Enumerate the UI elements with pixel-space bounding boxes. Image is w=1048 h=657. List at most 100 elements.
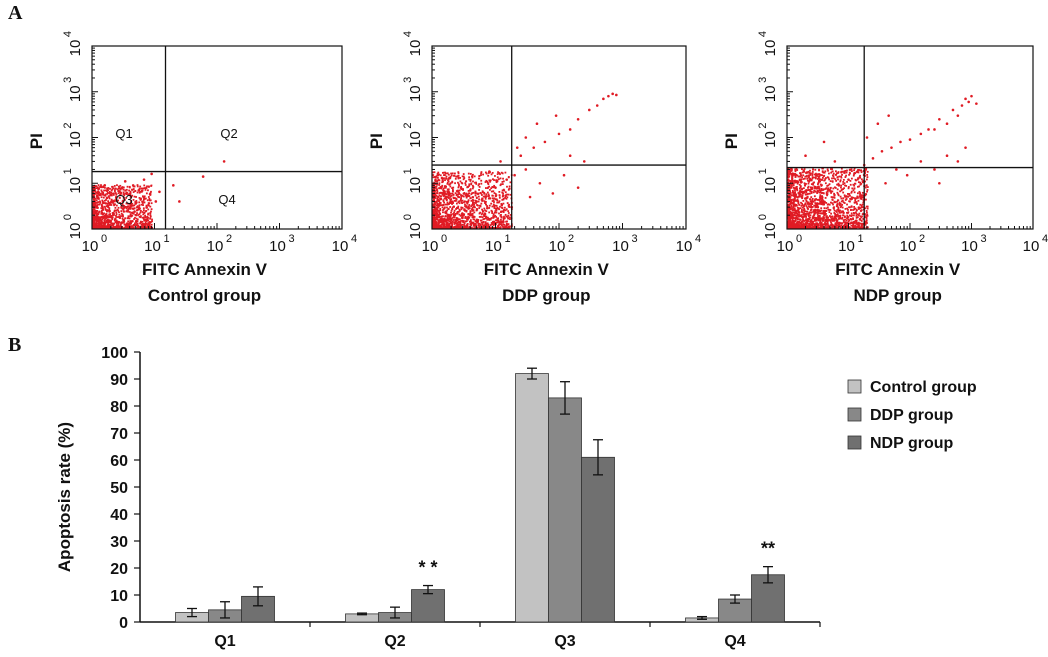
significance-marker: ** [761, 539, 775, 559]
x-axis-label: FITC Annexin V [484, 260, 610, 279]
bar-y-tick-label: 90 [110, 372, 128, 389]
y-tick-label-exponent: 2 [402, 122, 414, 128]
legend-swatch [847, 435, 862, 450]
x-tick-label: 10 [1023, 238, 1040, 255]
x-tick-label: 10 [485, 238, 502, 255]
scatter-point [576, 186, 580, 189]
legend-swatch [847, 379, 862, 394]
scatter-point [865, 136, 869, 139]
bar-y-tick-label: 80 [110, 399, 128, 416]
bar-y-tick-label: 60 [110, 453, 128, 470]
x-tick-label-exponent: 3 [980, 233, 986, 245]
y-tick-label-group: 10 0 [757, 214, 779, 239]
y-tick-label-group: 103 [62, 77, 84, 102]
y-tick-label-group: 10 0 [402, 214, 424, 239]
bar-y-tick-label: 100 [101, 345, 128, 362]
scatter-point [494, 186, 497, 189]
scatter-point [587, 108, 591, 112]
y-axis-label: PI [722, 133, 741, 149]
quadrant-label: Q4 [218, 192, 235, 207]
scatter-point [847, 178, 850, 181]
y-tick-label: 10 [762, 131, 779, 148]
x-tick-label: 10 [612, 238, 629, 255]
y-tick-label-group: 10 4 [757, 31, 779, 56]
scatter-point [568, 154, 572, 158]
y-tick-label-group: 10 2 [757, 122, 779, 147]
x-axis-label: FITC Annexin V [142, 260, 268, 279]
x-tick-label: 10 [207, 238, 224, 255]
scatter-point [441, 219, 445, 223]
scatter-point [964, 146, 967, 149]
bar [515, 373, 549, 623]
scatter-point [475, 200, 478, 203]
scatter-point [602, 97, 605, 101]
x-tick-label-exponent: 4 [1042, 233, 1048, 245]
scatter-point [899, 140, 902, 144]
bar [548, 397, 582, 623]
bar-category-label: Q4 [724, 633, 745, 650]
plot-group-title: NDP group [853, 286, 941, 305]
x-tick-label: 10 [422, 238, 439, 255]
bar-y-tick-label: 40 [110, 507, 128, 524]
x-tick-label: 10 [777, 238, 794, 255]
y-tick-label-group: 10 2 [402, 122, 424, 147]
scatter-point [145, 205, 148, 209]
bar-category-label: Q1 [214, 633, 235, 650]
bar-y-tick-label: 10 [110, 588, 128, 605]
scatter-point [895, 168, 898, 171]
scatter-point [134, 202, 137, 205]
scatter-point [822, 140, 826, 144]
x-tick-label: 10 [332, 238, 349, 255]
scatter-point [945, 122, 949, 126]
scatter-point [970, 94, 973, 98]
x-tick-label-exponent: 4 [351, 233, 357, 245]
plot-group-title: DDP group [502, 286, 590, 305]
panel-label-a: A [8, 2, 23, 24]
scatter-point [465, 205, 468, 209]
y-tick-label-exponent: 4 [757, 31, 769, 37]
y-tick-label-exponent: 1 [402, 168, 414, 174]
x-tick-label: 10 [549, 238, 566, 255]
y-tick-label: 10 [407, 177, 424, 194]
bar [411, 589, 445, 623]
bar-category-label: Q3 [554, 633, 575, 650]
x-tick-label-exponent: 0 [441, 233, 447, 245]
y-tick-label-exponent: 1 [62, 168, 74, 174]
bar-category-label: Q2 [384, 633, 405, 650]
x-tick-label: 10 [676, 238, 693, 255]
quadrant-label: Q3 [115, 192, 132, 207]
y-tick-label-exponent: 4 [402, 31, 414, 37]
scatter-point [505, 178, 508, 181]
scatter-point [933, 128, 936, 131]
x-tick-label-exponent: 1 [857, 233, 863, 245]
bar-y-tick-label: 70 [110, 426, 128, 443]
x-tick-label: 10 [144, 238, 161, 255]
scatter-point [905, 173, 909, 177]
scatter-point [532, 146, 536, 149]
quadrant-label: Q1 [115, 126, 132, 141]
y-tick-label-exponent: 0 [757, 214, 769, 220]
scatter-point [908, 138, 912, 141]
scatter-point [123, 180, 127, 183]
scatter-point [562, 173, 566, 177]
scatter-point [887, 114, 890, 117]
y-tick-label-exponent: 2 [62, 122, 74, 128]
y-tick-label: 10 [67, 131, 84, 148]
scatter-point [611, 92, 614, 96]
scatter-point [139, 198, 142, 201]
scatter-point [112, 212, 115, 215]
y-tick-label: 10 [67, 40, 84, 57]
scatter-point [927, 128, 930, 131]
scatter-point [607, 94, 610, 98]
scatter-point [557, 132, 561, 136]
scatter-point [543, 140, 547, 144]
scatter-point [172, 184, 175, 187]
y-tick-label-exponent: 4 [62, 31, 74, 37]
scatter-point [519, 154, 523, 158]
scatter-point [115, 199, 119, 203]
y-tick-label-group: 10 2 [62, 122, 84, 147]
scatter-point [158, 190, 161, 194]
scatter-point [876, 122, 880, 126]
significance-marker: * * [418, 558, 437, 578]
